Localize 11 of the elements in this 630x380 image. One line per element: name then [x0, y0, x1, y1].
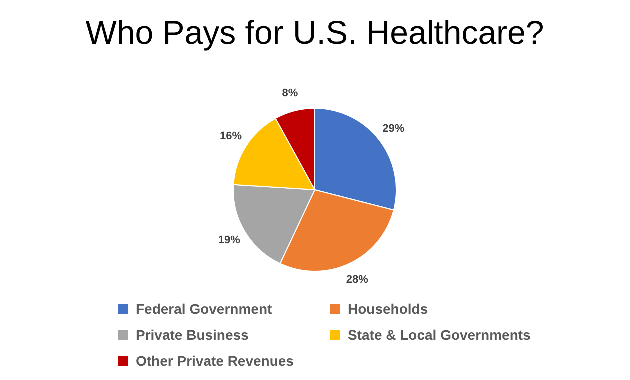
data-label: 19% — [218, 234, 241, 247]
legend-label: Federal Government — [136, 301, 272, 317]
chart-title: Who Pays for U.S. Healthcare? — [84, 14, 546, 52]
data-label: 28% — [346, 274, 369, 286]
data-label: 8% — [282, 88, 298, 100]
legend-label: Households — [348, 301, 428, 317]
data-label: 16% — [220, 130, 242, 143]
legend-label: Private Business — [136, 327, 249, 343]
legend-label: State & Local Governments — [348, 327, 531, 343]
legend-label: Other Private Revenues — [136, 353, 294, 369]
data-label: 29% — [382, 123, 405, 136]
